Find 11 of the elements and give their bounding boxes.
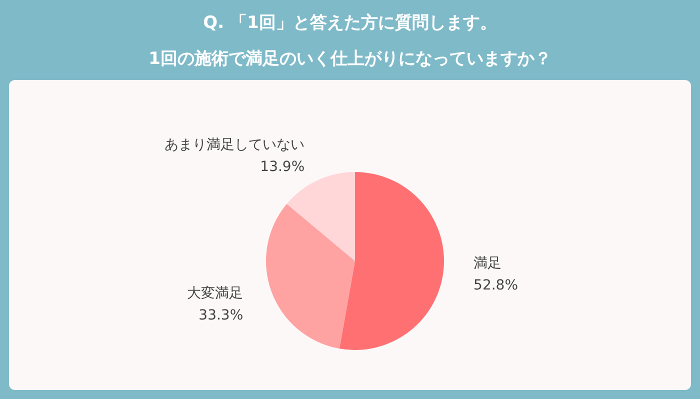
pie-slice <box>339 172 444 350</box>
slice-label: あまり満足していない <box>164 137 305 154</box>
slice-label: 満足 <box>474 255 502 272</box>
data-label: 13.9% <box>260 159 305 176</box>
slice-label: 大変満足 <box>187 286 244 302</box>
pie-slice <box>286 172 355 261</box>
data-label: 33.3% <box>198 308 244 324</box>
chart-title: Q. 「1回」と答えた方に質問します。 <box>203 13 497 33</box>
data-label: 52.8% <box>474 277 518 294</box>
pie-slice <box>266 204 355 349</box>
chart-subtitle: 1回の施術で満足のいく仕上がりになっていますか？ <box>148 49 552 69</box>
